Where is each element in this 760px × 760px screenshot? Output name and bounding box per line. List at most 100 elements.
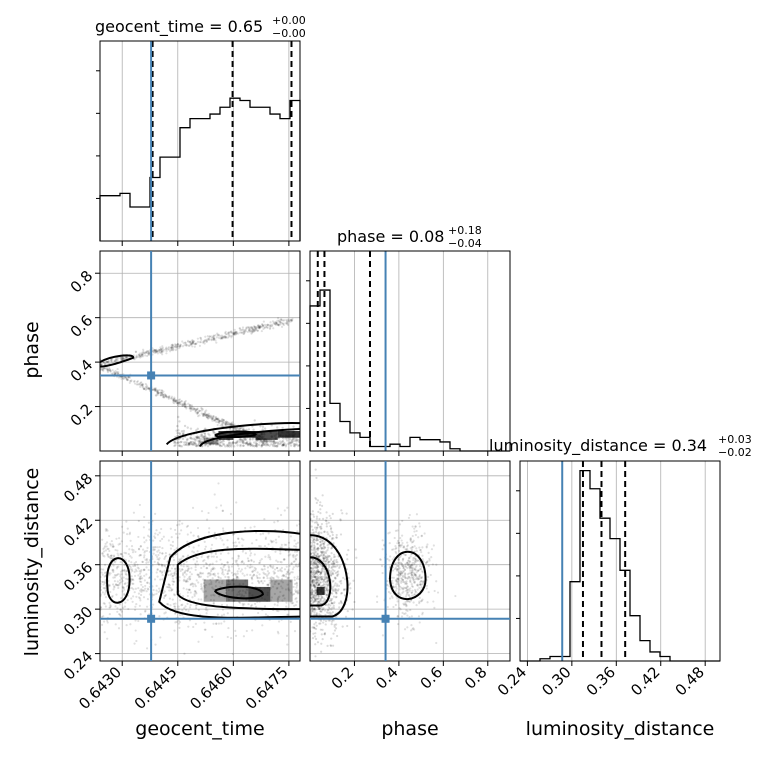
sample-point — [210, 338, 213, 341]
sample-point — [233, 423, 236, 426]
sample-point — [141, 384, 144, 387]
sample-point — [257, 326, 260, 329]
sample-point — [184, 341, 187, 345]
sample-point — [327, 533, 330, 536]
sample-point — [119, 356, 123, 359]
sample-point — [180, 557, 183, 560]
sample-point — [315, 613, 318, 616]
sample-point — [133, 591, 136, 594]
sample-point — [219, 576, 222, 580]
sample-point — [218, 581, 221, 584]
sample-point — [145, 561, 148, 564]
sample-point — [233, 544, 236, 547]
sample-point — [186, 339, 190, 343]
sample-point — [403, 568, 406, 572]
sample-point — [214, 416, 217, 419]
sample-point — [358, 625, 361, 629]
sample-point — [266, 440, 269, 444]
sample-point — [422, 580, 425, 583]
sample-point — [281, 587, 284, 590]
sample-point — [135, 639, 138, 643]
sample-point — [396, 568, 399, 571]
sample-point — [231, 441, 235, 444]
sample-point — [389, 555, 392, 558]
sample-point — [219, 444, 222, 448]
sample-point — [418, 575, 421, 578]
sample-point — [314, 582, 318, 585]
sample-point — [230, 336, 233, 339]
sample-point — [320, 577, 323, 580]
sample-point — [201, 587, 204, 590]
sample-point — [317, 555, 320, 558]
sample-point — [273, 322, 277, 326]
sample-point — [414, 590, 417, 594]
sample-point — [158, 587, 161, 590]
sample-point — [406, 585, 409, 588]
sample-point — [406, 541, 409, 544]
sample-point — [110, 556, 113, 560]
sample-point — [156, 352, 159, 355]
sample-point — [191, 408, 195, 411]
panel-content — [310, 468, 457, 658]
sample-point — [330, 608, 333, 611]
sample-point — [142, 589, 145, 592]
sample-point — [336, 589, 339, 592]
sample-point — [276, 598, 279, 601]
sample-point — [290, 571, 293, 574]
sample-point — [335, 533, 338, 537]
sample-point — [396, 577, 400, 581]
sample-point — [399, 570, 402, 573]
sample-point — [286, 613, 289, 616]
sample-point — [143, 351, 146, 355]
sample-point — [322, 578, 325, 581]
sample-point — [141, 386, 144, 389]
sample-point — [330, 620, 334, 623]
sample-point — [310, 613, 313, 616]
sample-point — [312, 540, 315, 544]
sample-point — [318, 607, 321, 610]
sample-point — [285, 543, 288, 546]
sample-point — [127, 607, 130, 611]
sample-point — [337, 573, 340, 576]
sample-point — [321, 567, 324, 570]
sample-point — [100, 593, 103, 596]
sample-point — [421, 546, 424, 549]
sample-point — [310, 579, 313, 583]
sample-point — [276, 442, 280, 445]
sample-point — [314, 597, 317, 600]
sample-point — [195, 560, 199, 563]
sample-point — [283, 319, 286, 322]
sample-point — [226, 333, 229, 336]
sample-point — [102, 568, 105, 571]
sample-point — [254, 441, 258, 445]
sample-point — [406, 588, 409, 591]
sample-point — [394, 562, 397, 565]
sample-point — [138, 604, 141, 608]
sample-point — [141, 383, 144, 386]
sample-point — [315, 538, 318, 542]
sample-point — [177, 343, 180, 346]
sample-point — [240, 537, 243, 540]
sample-point — [241, 613, 244, 616]
sample-point — [328, 611, 332, 614]
sample-point — [329, 644, 333, 647]
sample-point — [185, 407, 188, 410]
sample-point — [117, 586, 120, 590]
y-tick-label: 0.8 — [67, 267, 97, 297]
sample-point — [249, 329, 252, 332]
sample-point — [208, 337, 211, 340]
sample-point — [410, 564, 413, 567]
sample-point — [294, 603, 298, 607]
sample-point — [405, 600, 408, 603]
sample-point — [316, 538, 319, 541]
sample-point — [253, 325, 256, 328]
sample-point — [275, 541, 278, 544]
sample-point — [311, 581, 314, 584]
sample-point — [177, 429, 180, 432]
sample-point — [100, 363, 103, 366]
sample-point — [194, 566, 197, 569]
sample-point — [324, 613, 327, 617]
y-tick-label: 0.36 — [60, 558, 96, 594]
sample-point — [331, 572, 334, 575]
sample-point — [403, 546, 406, 549]
